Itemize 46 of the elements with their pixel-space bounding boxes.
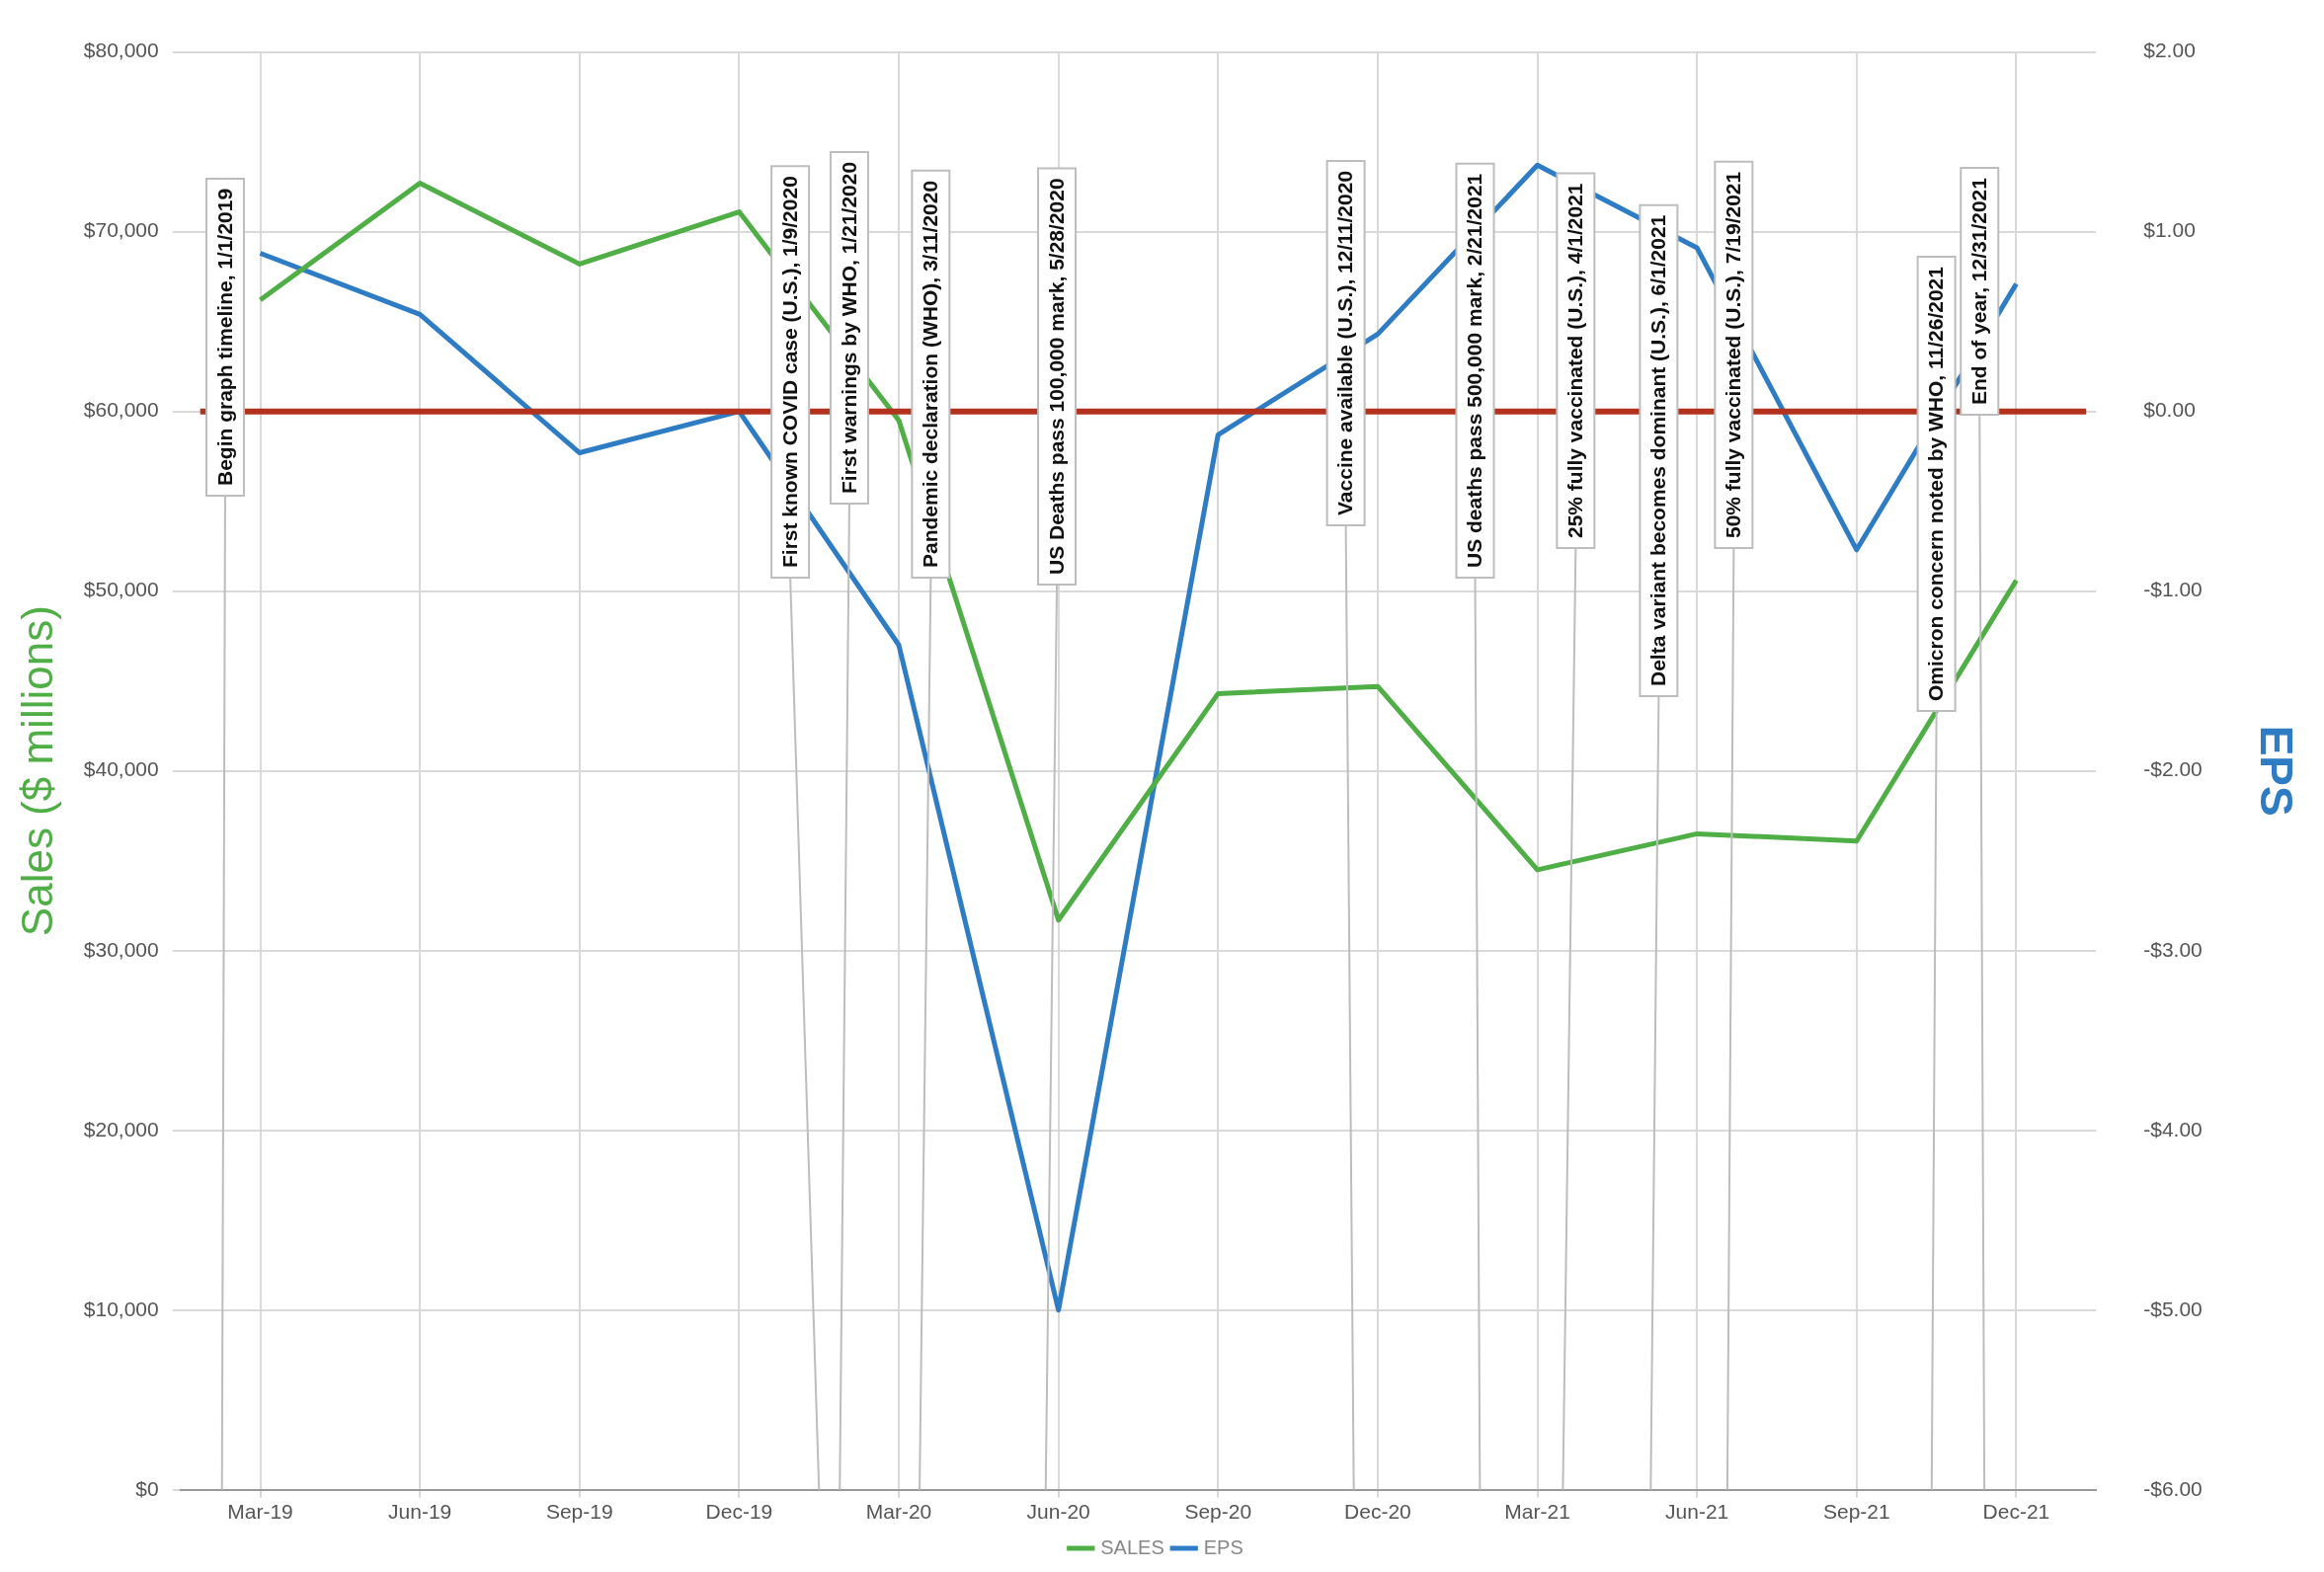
x-tick-label: Sep-20 bbox=[1184, 1500, 1252, 1524]
x-tick-label: Mar-20 bbox=[865, 1500, 932, 1524]
y2-tick-label: -$6.00 bbox=[2143, 1476, 2203, 1500]
y-tick-label: $30,000 bbox=[83, 937, 159, 961]
y2-tick-label: $1.00 bbox=[2143, 218, 2196, 242]
y2-axis-title: EPS bbox=[2250, 725, 2302, 817]
annotation: 25% fully vaccinated (U.S.), 4/1/2021 bbox=[1563, 183, 1587, 538]
x-tick-label: Dec-19 bbox=[705, 1500, 773, 1524]
x-tick-label: Sep-19 bbox=[545, 1500, 613, 1524]
annotation: Delta variant becomes dominant (U.S.), 6/1/2021 bbox=[1646, 214, 1670, 686]
legend-label: EPS bbox=[1203, 1535, 1243, 1558]
annotation: 50% fully vaccinated (U.S.), 7/19/2021 bbox=[1722, 171, 1745, 538]
y-tick-label: $20,000 bbox=[83, 1117, 159, 1140]
annotation: US Deaths pass 100,000 mark, 5/28/2020 bbox=[1044, 178, 1068, 575]
x-tick-label: Jun-21 bbox=[1665, 1500, 1729, 1524]
y-tick-label: $0 bbox=[135, 1476, 159, 1500]
y2-tick-label: -$1.00 bbox=[2143, 578, 2203, 601]
annotation: US deaths pass 500,000 mark, 2/21/2021 bbox=[1463, 173, 1486, 568]
y-tick-label: $70,000 bbox=[83, 218, 159, 242]
annotation: First known COVID case (U.S.), 1/9/2020 bbox=[777, 176, 801, 568]
y-tick-label: $60,000 bbox=[83, 398, 159, 422]
x-tick-label: Dec-21 bbox=[1982, 1500, 2050, 1524]
x-tick-label: Dec-20 bbox=[1344, 1500, 1411, 1524]
annotation: First warnings by WHO, 1/21/2020 bbox=[837, 161, 860, 494]
y-axis-title: Sales ($ millions) bbox=[12, 605, 61, 937]
y2-tick-label: -$5.00 bbox=[2143, 1297, 2203, 1320]
y-tick-label: $10,000 bbox=[83, 1297, 159, 1320]
legend-label: SALES bbox=[1100, 1535, 1164, 1558]
annotation: Pandemic declaration (WHO), 3/11/2020 bbox=[919, 180, 942, 568]
x-tick-label: Mar-19 bbox=[227, 1500, 293, 1524]
annotation: Vaccine available (U.S.), 12/11/2020 bbox=[1333, 170, 1357, 515]
y2-tick-label: -$4.00 bbox=[2143, 1117, 2203, 1140]
y2-tick-label: -$3.00 bbox=[2143, 937, 2203, 961]
y-tick-label: $50,000 bbox=[83, 578, 159, 601]
annotation: End of year, 12/31/2021 bbox=[1967, 177, 1991, 405]
annotation: Omicron concern noted by WHO, 11/26/2021 bbox=[1924, 266, 1948, 701]
y-tick-label: $80,000 bbox=[83, 39, 159, 62]
x-tick-label: Jun-19 bbox=[388, 1500, 452, 1524]
y2-tick-label: $2.00 bbox=[2143, 39, 2196, 62]
x-tick-label: Jun-20 bbox=[1026, 1500, 1090, 1524]
y2-tick-label: -$2.00 bbox=[2143, 757, 2203, 781]
x-tick-label: Sep-21 bbox=[1822, 1500, 1890, 1524]
y2-tick-label: $0.00 bbox=[2143, 398, 2196, 422]
y-tick-label: $40,000 bbox=[83, 757, 159, 781]
x-tick-label: Mar-21 bbox=[1504, 1500, 1570, 1524]
annotation: Begin graph timeline, 1/1/2019 bbox=[212, 188, 236, 486]
